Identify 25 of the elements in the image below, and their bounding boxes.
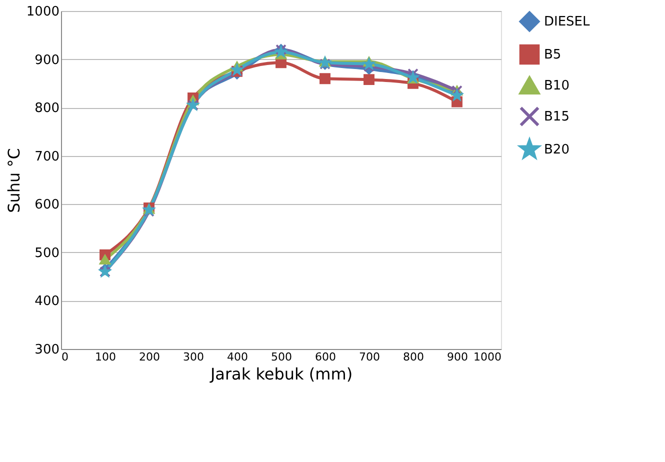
x-tick-label: 0 [62, 350, 68, 364]
x-tick-label: 300 [183, 350, 204, 364]
legend-label: DIESEL [544, 14, 591, 30]
legend-label: B20 [544, 142, 570, 158]
y-tick-label: 600 [34, 198, 60, 213]
y-tick-label: 700 [34, 149, 60, 164]
x-axis-title: Jarak kebuk (mm) [209, 364, 353, 384]
y-tick-label: 500 [34, 246, 60, 261]
legend-label: B10 [544, 78, 570, 94]
y-tick-label: 400 [34, 294, 60, 310]
legend-label: B5 [544, 48, 562, 62]
x-tick-label: 600 [315, 350, 336, 364]
y-axis-title: Suhu °C [4, 148, 24, 213]
x-tick-label: 1000 [474, 350, 502, 364]
y-tick-label: 900 [34, 52, 60, 68]
x-tick-label: 200 [139, 350, 160, 364]
x-tick-label: 900 [447, 350, 468, 364]
x-tick-label: 500 [271, 350, 292, 364]
legend-label: B15 [544, 110, 570, 124]
x-tick-label: 100 [95, 350, 116, 364]
x-tick-label: 400 [227, 350, 248, 364]
y-tick-label: 800 [34, 101, 60, 116]
y-tick-label: 1000 [26, 4, 60, 20]
x-tick-label: 700 [359, 350, 380, 364]
x-tick-label: 800 [403, 350, 424, 364]
